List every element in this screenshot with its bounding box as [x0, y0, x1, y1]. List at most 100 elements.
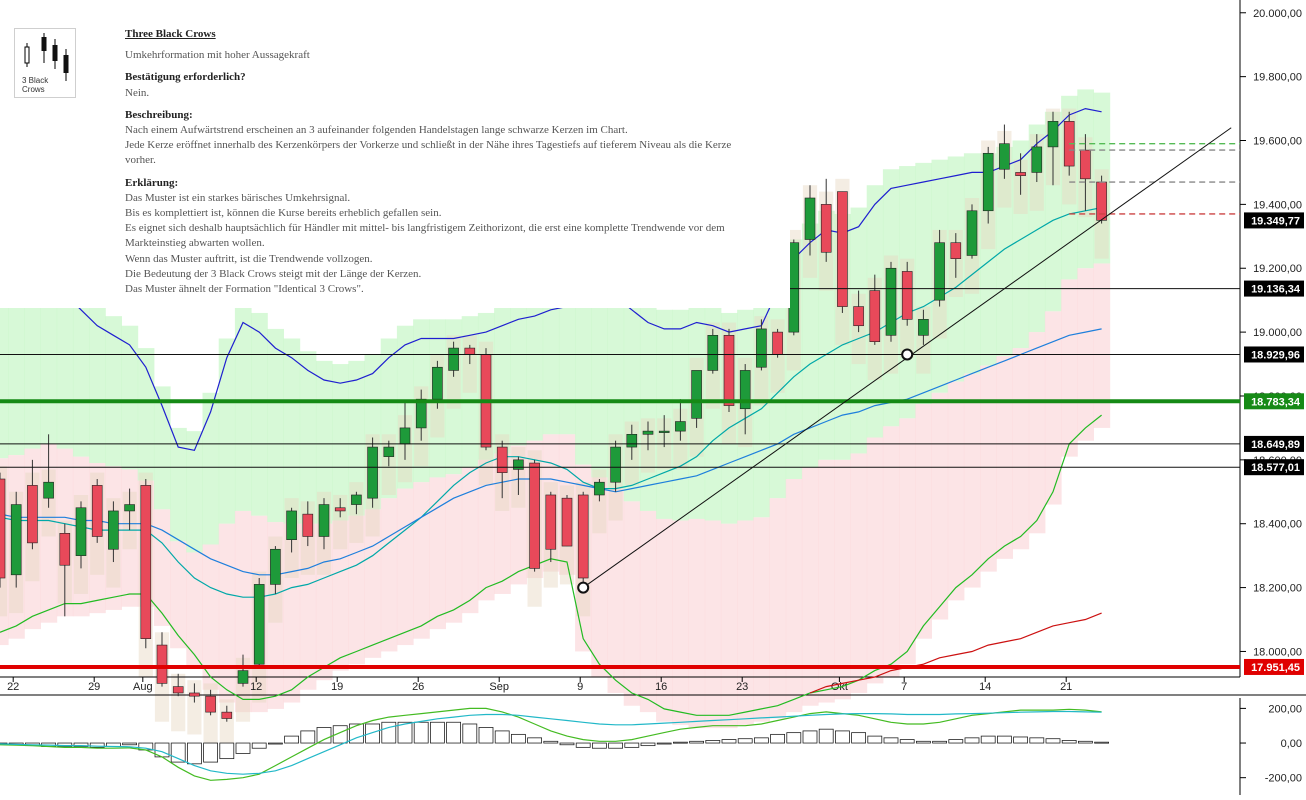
indicator-layer — [0, 107, 1102, 716]
zone-red — [785, 479, 803, 713]
zone-green — [542, 290, 560, 435]
zone-green — [656, 309, 673, 519]
x-tick-label: 19 — [331, 681, 343, 693]
thumbnail-label: 3 Black Crows — [22, 76, 48, 94]
candle-bullish — [1031, 146, 1043, 173]
candle-bearish — [140, 485, 152, 639]
x-tick-label: Aug — [133, 681, 153, 693]
explanation-line: Markteinstieg abwarten wollen. — [125, 237, 265, 250]
explanation-heading: Erklärung: — [125, 176, 179, 189]
zone-red — [607, 488, 625, 693]
osc-line — [0, 710, 1102, 775]
zone-green — [1012, 140, 1030, 349]
osc-histogram-bar — [916, 740, 931, 744]
osc-histogram-bar — [673, 741, 688, 744]
zone-green — [186, 431, 203, 553]
zone-green — [639, 303, 657, 511]
zone-red — [315, 523, 333, 681]
oscillator-panel: 200,00 0,00 -200,00 — [0, 698, 1302, 795]
zone-red — [882, 426, 900, 677]
zone-green — [607, 277, 625, 489]
zone-red — [234, 510, 252, 713]
zone-red — [380, 498, 398, 652]
osc-histogram-bar — [1013, 736, 1028, 744]
osc-tick-label: 0,00 — [1281, 738, 1302, 750]
candle-bullish — [658, 430, 670, 433]
zone-red — [818, 459, 835, 703]
osc-histogram-bar — [348, 723, 364, 744]
candle-bearish — [950, 242, 962, 259]
osc-histogram-bar — [397, 721, 413, 744]
osc-histogram-bar — [57, 742, 73, 747]
explanation-line: Bis es komplettiert ist, können die Kurs… — [125, 207, 442, 220]
zone-red — [753, 517, 770, 722]
explanation-line: Die Bedeutung der 3 Black Crows steigt m… — [125, 267, 422, 280]
osc-histogram-bar — [429, 721, 445, 744]
candle-bullish — [253, 584, 265, 665]
y-tick-label: 18.400,00 — [1253, 519, 1302, 531]
osc-histogram-bar — [203, 742, 219, 763]
x-tick-label: 7 — [901, 681, 907, 693]
osc-histogram-bar — [851, 732, 866, 744]
osc-histogram-bar — [1061, 740, 1077, 744]
candle-bullish — [318, 504, 330, 537]
zone-red — [672, 520, 689, 725]
osc-histogram-bar — [754, 737, 769, 744]
zone-red — [688, 518, 706, 729]
zone-red — [980, 365, 997, 572]
explanation-line: Wenn das Muster auftritt, ist die Trendw… — [125, 252, 373, 265]
zone-red — [963, 373, 981, 588]
osc-histogram-bar — [1045, 738, 1061, 744]
candle-bullish — [982, 152, 994, 212]
candle-bullish — [642, 430, 654, 435]
candle-bullish — [286, 510, 297, 540]
zone-red — [947, 381, 965, 601]
level-label: 19.136,34 — [1251, 284, 1301, 296]
osc-histogram-bar — [89, 742, 105, 748]
candle-bearish — [772, 331, 783, 355]
zone-red — [332, 520, 349, 671]
y-tick-label: 19.000,00 — [1253, 327, 1302, 339]
osc-histogram-bar — [543, 740, 559, 744]
osc-histogram-bar — [122, 742, 137, 746]
zone-red — [121, 469, 139, 607]
zone-red — [704, 520, 722, 729]
description-heading: Beschreibung: — [125, 108, 193, 121]
candle-bullish — [788, 242, 800, 333]
candle-bullish — [237, 670, 249, 684]
osc-histogram-bar — [510, 733, 526, 744]
osc-tick-label: 200,00 — [1268, 703, 1302, 715]
candle-bearish — [59, 532, 71, 566]
zone-green — [0, 265, 9, 459]
zone-red — [915, 403, 932, 639]
osc-histogram-bar — [1094, 741, 1109, 744]
osc-histogram-bar — [267, 742, 283, 745]
zone-red — [218, 523, 236, 703]
osc-histogram-bar — [786, 732, 802, 744]
osc-histogram-bar — [251, 742, 267, 749]
candle-bullish — [1047, 121, 1059, 148]
osc-histogram-bar — [899, 739, 915, 744]
zone-green — [526, 296, 544, 441]
candle-bearish — [27, 485, 38, 544]
zone-green — [299, 351, 317, 524]
osc-histogram-bar — [446, 721, 462, 744]
osc-histogram-bar — [656, 742, 672, 745]
pattern-subtitle: Umkehrformation mit hoher Aussagekraft — [125, 49, 310, 62]
osc-histogram-bar — [73, 742, 89, 747]
zone-red — [299, 523, 317, 690]
series-line-ema-blue — [0, 328, 1102, 576]
zone-green — [267, 328, 284, 523]
level-label: 18.783,34 — [1251, 396, 1301, 408]
zone-green — [121, 325, 139, 470]
zone-green — [1044, 111, 1062, 312]
osc-histogram-bar — [316, 727, 332, 744]
zone-red — [153, 509, 171, 626]
candle-bullish — [918, 319, 929, 336]
candle-bearish — [820, 204, 832, 253]
osc-histogram-bar — [737, 738, 753, 744]
candle-bearish — [853, 306, 864, 327]
zone-green — [558, 287, 576, 435]
x-tick-label: 16 — [655, 681, 667, 693]
